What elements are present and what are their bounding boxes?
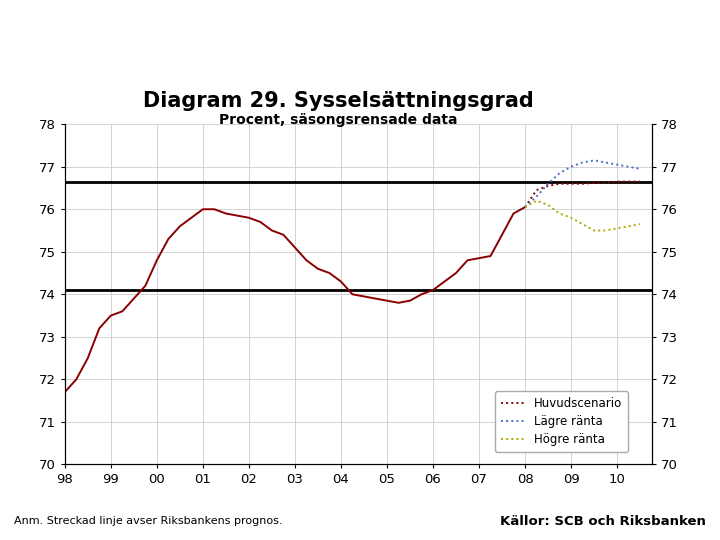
Legend: Huvudscenario, Lägre ränta, Högre ränta: Huvudscenario, Lägre ränta, Högre ränta	[495, 392, 628, 451]
Text: Diagram 29. Sysselsättningsgrad: Diagram 29. Sysselsättningsgrad	[143, 91, 534, 111]
Text: Källor: SCB och Riksbanken: Källor: SCB och Riksbanken	[500, 515, 706, 528]
Text: Procent, säsongsrensade data: Procent, säsongsrensade data	[219, 113, 458, 127]
Text: Anm. Streckad linje avser Riksbankens prognos.: Anm. Streckad linje avser Riksbankens pr…	[14, 516, 283, 526]
